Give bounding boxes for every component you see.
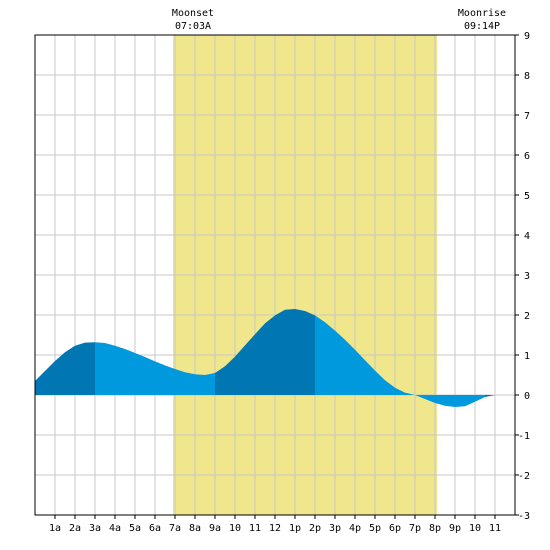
y-tick-label: -2 [518, 471, 530, 482]
x-tick-label: 11 [489, 523, 501, 534]
tide-area-rising [35, 342, 95, 395]
x-tick-label: 12 [269, 523, 281, 534]
y-tick-label: 5 [524, 191, 530, 202]
y-tick-label: 7 [524, 111, 530, 122]
x-tick-label: 9a [209, 523, 221, 534]
tide-area-falling [95, 342, 215, 395]
x-tick-label: 2a [69, 523, 81, 534]
tide-area-falling [315, 315, 435, 403]
x-tick-label: 5p [369, 523, 381, 534]
y-tick-label: 0 [524, 391, 530, 402]
x-tick-label: 4p [349, 523, 361, 534]
x-tick-label: 10 [229, 523, 241, 534]
x-tick-label: 3p [329, 523, 341, 534]
y-tick-label: -1 [518, 431, 530, 442]
moonrise-time: 09:14P [464, 21, 500, 32]
x-tick-label: 2p [309, 523, 321, 534]
x-tick-label: 8a [189, 523, 201, 534]
y-tick-label: 3 [524, 271, 530, 282]
x-tick-label: 5a [129, 523, 141, 534]
y-tick-label: 1 [524, 351, 530, 362]
y-tick-label: -3 [518, 511, 530, 522]
x-tick-label: 7p [409, 523, 421, 534]
x-tick-label: 3a [89, 523, 101, 534]
tide-area-rising [215, 309, 315, 395]
y-tick-label: 4 [524, 231, 530, 242]
y-tick-label: 6 [524, 151, 530, 162]
x-tick-label: 10 [469, 523, 481, 534]
x-tick-label: 6a [149, 523, 161, 534]
moonset-label: Moonset [172, 8, 214, 19]
y-tick-label: 9 [524, 31, 530, 42]
x-tick-label: 9p [449, 523, 461, 534]
moonset-time: 07:03A [175, 21, 211, 32]
moonrise-label: Moonrise [458, 8, 506, 19]
x-tick-label: 1a [49, 523, 61, 534]
x-tick-label: 8p [429, 523, 441, 534]
y-tick-label: 2 [524, 311, 530, 322]
tide-area-falling [435, 395, 485, 407]
y-tick-label: 8 [524, 71, 530, 82]
tide-area-rising [485, 395, 515, 397]
x-tick-label: 4a [109, 523, 121, 534]
x-tick-label: 1p [289, 523, 301, 534]
x-tick-label: 6p [389, 523, 401, 534]
x-tick-label: 11 [249, 523, 261, 534]
x-tick-label: 7a [169, 523, 181, 534]
